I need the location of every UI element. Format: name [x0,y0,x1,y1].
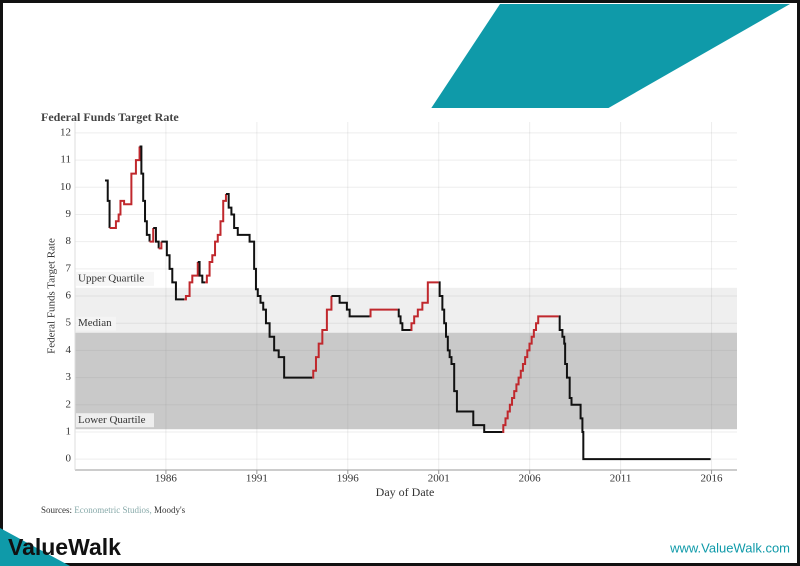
reference-label: Median [78,317,112,329]
y-axis-label: Federal Funds Target Rate [46,238,58,354]
chart-title: Federal Funds Target Rate [41,110,179,124]
y-tick-label: 12 [60,126,71,138]
y-tick-label: 7 [66,262,72,274]
x-tick-label: 2011 [610,473,632,485]
y-tick-label: 10 [60,181,72,193]
rate-line [153,227,160,249]
source: Moody's [154,505,186,515]
y-tick-label: 6 [66,290,72,302]
x-tick-label: 1996 [337,473,360,485]
y-tick-label: 11 [60,154,71,166]
rate-line [105,179,111,229]
x-tick-label: 1991 [246,473,268,485]
rate-line [149,228,155,243]
x-tick-label: 2006 [519,473,542,485]
source: Econometric Studios, [74,505,152,515]
rate-line [558,315,711,461]
y-tick-label: 9 [66,208,72,220]
reference-label: Upper Quartile [78,272,144,284]
rate-line [438,281,503,433]
rate-line [225,193,313,379]
x-axis-label: Day of Date [376,485,435,499]
y-tick-label: 0 [66,453,72,465]
sources-prefix: Sources: [41,505,72,515]
y-tick-label: 4 [66,344,72,356]
y-tick-label: 3 [66,371,72,383]
brand-url[interactable]: www.ValueWalk.com [669,540,790,555]
brand: ValueWalk [8,534,121,560]
rate-line [397,308,411,331]
reference-label: Lower Quartile [78,414,146,426]
rate-line [109,146,141,230]
y-tick-label: 8 [66,235,72,247]
rate-line [502,315,559,433]
rate-line [331,295,370,318]
rate-line [312,296,333,379]
y-tick-label: 5 [66,317,72,329]
rate-line [139,145,151,242]
quartile-band [75,287,737,333]
sources: Sources: Econometric Studios, Moody's [41,505,186,515]
rate-line [184,262,199,301]
reference-label-bg [76,271,154,286]
banner-shape [430,4,790,110]
y-tick-label: 1 [66,425,72,437]
reference-label-bg [76,316,116,331]
rate-line [197,261,206,284]
corner-shape [0,528,70,566]
rate-line [205,194,227,284]
reference-label-bg [76,413,154,428]
y-tick-label: 2 [66,398,72,410]
x-tick-label: 1986 [155,473,178,485]
rate-line [369,308,398,318]
rate-line [158,241,163,250]
quartile-band [75,332,737,430]
rate-line [410,281,439,331]
x-tick-label: 2016 [701,473,724,485]
x-tick-label: 2001 [428,473,450,485]
rate-line [161,240,185,301]
